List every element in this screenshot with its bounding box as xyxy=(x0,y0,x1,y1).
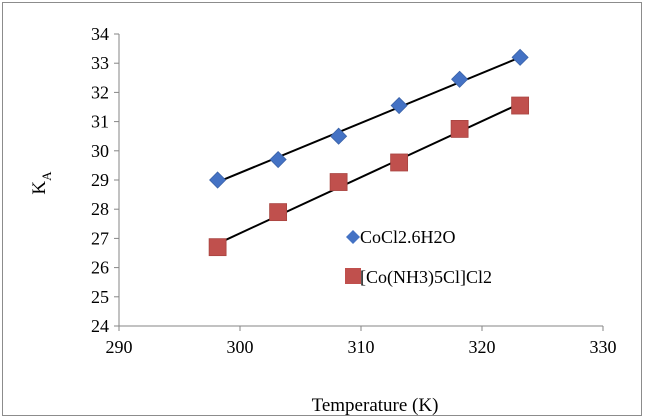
data-point-square xyxy=(511,96,530,115)
data-points xyxy=(208,48,530,257)
trendline xyxy=(217,56,521,183)
legend-item-cocl2: CoCl2.6H2O xyxy=(346,227,456,247)
data-point-square xyxy=(329,173,348,191)
trendline xyxy=(217,102,521,245)
y-tick-label: 28 xyxy=(91,199,109,219)
trendlines xyxy=(217,56,521,245)
y-tick-label: 29 xyxy=(91,170,109,190)
y-tick-label: 34 xyxy=(91,24,109,44)
x-tick-label: 330 xyxy=(590,337,617,357)
data-point-diamond xyxy=(269,150,287,169)
legend-marker-square xyxy=(345,268,361,284)
legend-marker-diamond xyxy=(346,230,360,244)
data-point-diamond xyxy=(209,171,227,189)
y-tick-label: 32 xyxy=(91,82,109,102)
x-axis-title: Temperature (K) xyxy=(312,395,439,416)
data-point-square xyxy=(390,153,409,172)
legend-label: [Co(NH3)5Cl]Cl2 xyxy=(360,267,492,288)
scatter-chart: 24 25 26 27 28 29 30 31 32 33 34 290 300 310 320 330 KA… xyxy=(29,24,617,416)
y-tick-label: 24 xyxy=(91,316,109,336)
y-tick-label: 26 xyxy=(91,258,109,278)
data-point-square xyxy=(269,203,288,222)
data-point-diamond xyxy=(330,127,348,145)
x-tick-label: 310 xyxy=(348,337,375,357)
legend: CoCl2.6H2O [Co(NH3)5Cl]Cl2 xyxy=(345,227,492,288)
legend-item-co-nh3-5cl: [Co(NH3)5Cl]Cl2 xyxy=(345,267,492,288)
y-axis-title: KA xyxy=(29,171,54,195)
data-point-diamond xyxy=(511,48,529,66)
tick-labels: 24 25 26 27 28 29 30 31 32 33 34 290 300 310 320 330 xyxy=(91,24,617,357)
data-point-diamond xyxy=(451,70,469,88)
x-tick-label: 290 xyxy=(106,337,133,357)
chart-area: 24 25 26 27 28 29 30 31 32 33 34 290 300 310 320 330 KA… xyxy=(2,2,642,416)
data-point-diamond xyxy=(390,96,408,115)
axes xyxy=(114,33,604,331)
y-tick-label: 33 xyxy=(91,53,109,73)
y-tick-label: 30 xyxy=(91,141,109,161)
y-tick-label: 31 xyxy=(91,112,109,132)
legend-label: CoCl2.6H2O xyxy=(360,227,456,247)
x-tick-label: 320 xyxy=(469,337,496,357)
data-point-square xyxy=(450,120,469,138)
x-tick-label: 300 xyxy=(227,337,254,357)
y-tick-label: 25 xyxy=(91,287,109,307)
y-tick-label: 27 xyxy=(91,228,109,248)
data-point-square xyxy=(208,238,227,257)
